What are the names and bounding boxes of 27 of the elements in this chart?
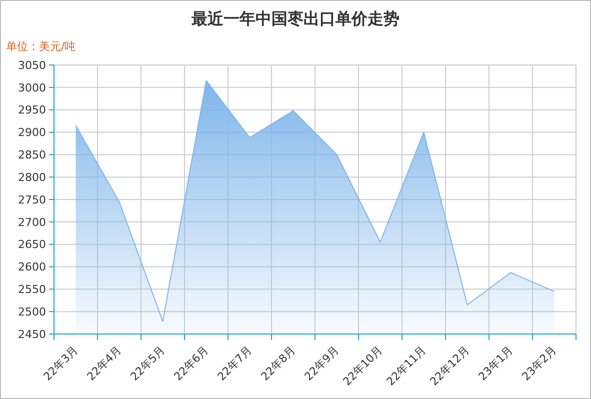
y-tick-label: 2500 — [18, 305, 46, 318]
y-tick-label: 2550 — [18, 283, 46, 296]
x-tick-label: 23年1月 — [476, 344, 516, 384]
y-tick-label: 2900 — [18, 126, 46, 140]
y-tick-label: 2700 — [18, 216, 46, 229]
x-tick-label: 22年12月 — [428, 344, 472, 388]
y-axis-title: 单位：美元/吨 — [6, 40, 76, 53]
y-tick-label: 3050 — [18, 58, 46, 72]
x-tick-label: 22年6月 — [171, 344, 212, 384]
x-tick-label: 22年8月 — [258, 344, 298, 384]
x-tick-label: 22年9月 — [302, 344, 342, 384]
x-tick-label: 22年3月 — [40, 344, 81, 384]
y-tick-label: 2750 — [18, 193, 46, 206]
y-tick-label: 2800 — [18, 170, 46, 184]
y-tick-label: 2650 — [18, 238, 46, 252]
y-tick-label: 3000 — [18, 81, 46, 94]
chart-title: 最近一年中国枣出口单价走势 — [190, 9, 400, 28]
y-tick-label: 2850 — [18, 148, 46, 162]
x-tick-label: 22年7月 — [214, 344, 255, 384]
y-tick-label: 2450 — [18, 328, 46, 341]
y-tick-label: 2950 — [18, 104, 46, 117]
x-tick-label: 22年5月 — [128, 344, 168, 384]
x-tick-label: 22年11月 — [384, 344, 429, 388]
y-tick-label: 2600 — [18, 260, 46, 274]
x-tick-label: 23年2月 — [519, 344, 560, 384]
x-tick-label: 22年10月 — [340, 344, 386, 388]
x-tick-label: 22年4月 — [84, 344, 124, 384]
